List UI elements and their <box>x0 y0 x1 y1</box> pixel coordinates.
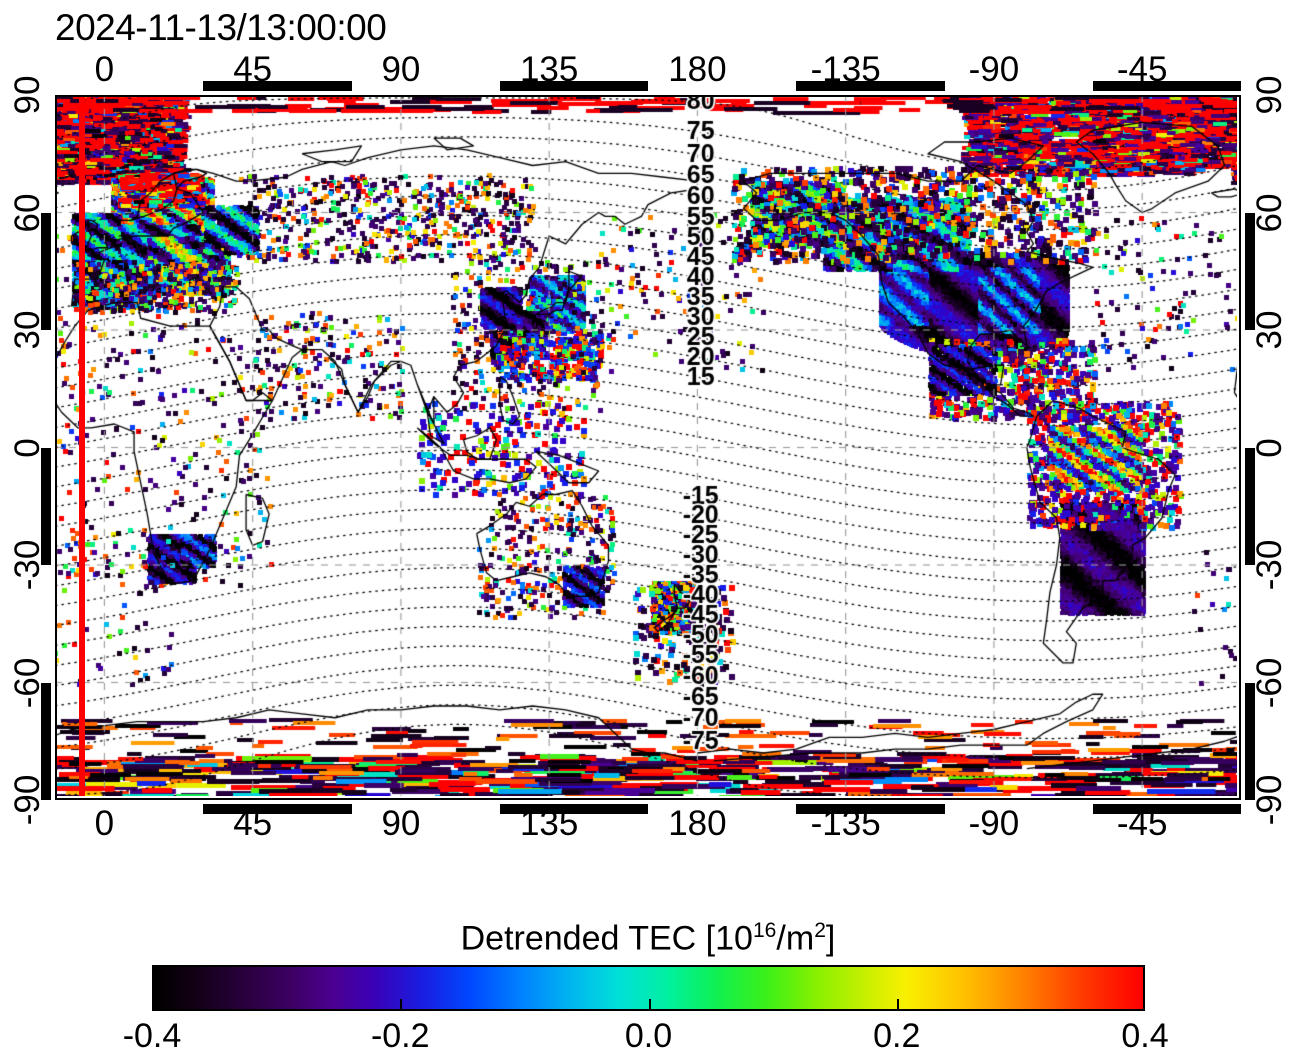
colorbar-tick--0.2 <box>400 999 403 1011</box>
longitude-tick-top--90: -90 <box>968 50 1020 89</box>
colorbar-title-text: Detrended TEC [10 <box>460 919 753 958</box>
colorbar-title-exponent: 16 <box>752 919 777 942</box>
colorbar-title-close: ] <box>825 919 836 958</box>
colorbar-label--0.2: -0.2 <box>370 1017 430 1055</box>
colorbar-title-tail-exponent: 2 <box>814 919 826 942</box>
longitude-tick-bottom--90: -90 <box>968 804 1020 843</box>
longitude-tick-top-90: 90 <box>381 50 421 89</box>
terminator-line <box>79 95 85 796</box>
axis-tick-bar <box>41 682 51 800</box>
latitude-tick-right-90: 90 <box>1250 75 1289 115</box>
colorbar-label-0.0: 0.0 <box>624 1017 673 1055</box>
axis-tick-bar <box>1245 212 1255 330</box>
axis-tick-bar <box>1245 682 1255 800</box>
axis-tick-bar <box>41 447 51 565</box>
latitude-tick-right--90: -90 <box>1250 774 1289 826</box>
axis-tick-bar <box>1092 81 1241 91</box>
longitude-tick-bottom-90: 90 <box>381 804 421 843</box>
axis-tick-bar <box>203 81 352 91</box>
colorbar-label--0.4: -0.4 <box>122 1017 182 1055</box>
axis-tick-bar <box>203 804 352 814</box>
tec-map-panel[interactable] <box>55 95 1241 800</box>
colorbar-label-0.4: 0.4 <box>1121 1017 1169 1055</box>
colorbar-label-0.2: 0.2 <box>873 1017 921 1055</box>
longitude-tick-top-0: 0 <box>94 50 115 89</box>
axis-tick-bar <box>1245 447 1255 565</box>
page-title: 2024-11-13/13:00:00 <box>55 7 387 48</box>
latitude-tick-right-60: 60 <box>1250 193 1289 232</box>
longitude-tick-top-180: 180 <box>668 50 727 89</box>
axis-tick-bar <box>1092 804 1241 814</box>
axis-tick-bar <box>796 81 945 91</box>
colorbar-title-tail: /m <box>776 919 815 958</box>
latitude-tick-right--30: -30 <box>1250 539 1289 591</box>
longitude-axis-bottom: 0 45 90 135 180 -135 -90 -45 <box>0 806 1296 846</box>
longitude-tick-bottom-180: 180 <box>668 804 727 843</box>
latitude-tick-right-30: 30 <box>1250 310 1289 350</box>
axis-tick-bar <box>796 804 945 814</box>
colorbar[interactable] <box>152 965 1145 1011</box>
longitude-tick-bottom-0: 0 <box>94 804 115 843</box>
axis-tick-bar <box>499 81 648 91</box>
latitude-tick-right--60: -60 <box>1250 657 1289 708</box>
colorbar-title: Detrended TEC [1016/m2] <box>0 912 1296 957</box>
colorbar-tick-0.2 <box>896 999 899 1011</box>
axis-tick-bar <box>499 804 648 814</box>
tec-map-canvas[interactable] <box>55 95 1237 796</box>
colorbar-tick-0.0 <box>648 999 651 1011</box>
axis-tick-bar <box>41 212 51 330</box>
latitude-tick-right-0: 0 <box>1250 437 1289 458</box>
